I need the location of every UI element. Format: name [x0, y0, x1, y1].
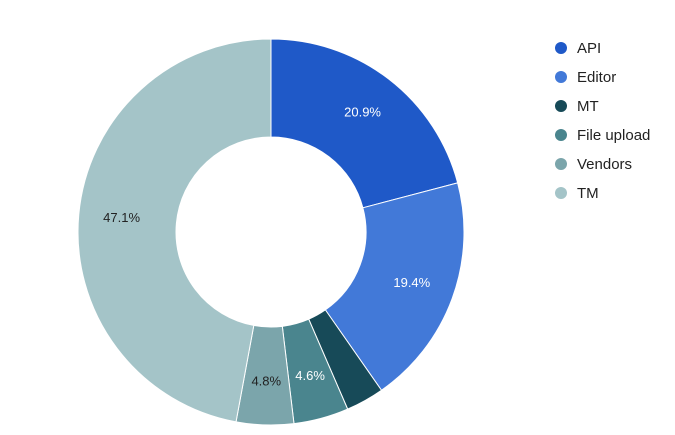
- legend-label-editor: Editor: [577, 69, 616, 86]
- legend: API Editor MT File upload Vendors TM: [555, 40, 650, 202]
- legend-item-api: API: [555, 40, 601, 57]
- slice-label-api: 20.9%: [344, 105, 381, 120]
- legend-label-mt: MT: [577, 98, 599, 115]
- slice-label-vendors: 4.8%: [251, 373, 281, 388]
- legend-label-file-upload: File upload: [577, 127, 650, 144]
- legend-item-editor: Editor: [555, 69, 616, 86]
- slice-api: [270, 38, 459, 209]
- slice-editor: [324, 182, 465, 391]
- legend-label-vendors: Vendors: [577, 156, 632, 173]
- slice-label-tm: 47.1%: [103, 210, 140, 225]
- legend-item-tm: TM: [555, 185, 599, 202]
- slice-label-file-upload: 4.6%: [295, 368, 325, 383]
- legend-item-mt: MT: [555, 98, 599, 115]
- legend-swatch-tm: [555, 187, 567, 199]
- legend-swatch-mt: [555, 100, 567, 112]
- legend-swatch-file-upload: [555, 129, 567, 141]
- legend-item-file-upload: File upload: [555, 127, 650, 144]
- legend-swatch-vendors: [555, 158, 567, 170]
- slice-labels: 20.9% 19.4% 4.6% 4.8% 47.1%: [103, 105, 430, 389]
- slice-tm: [77, 38, 272, 423]
- legend-swatch-api: [555, 42, 567, 54]
- legend-label-tm: TM: [577, 185, 599, 202]
- slice-label-editor: 19.4%: [393, 275, 430, 290]
- donut-slices: [77, 38, 465, 426]
- legend-item-vendors: Vendors: [555, 156, 632, 173]
- legend-label-api: API: [577, 40, 601, 57]
- legend-swatch-editor: [555, 71, 567, 83]
